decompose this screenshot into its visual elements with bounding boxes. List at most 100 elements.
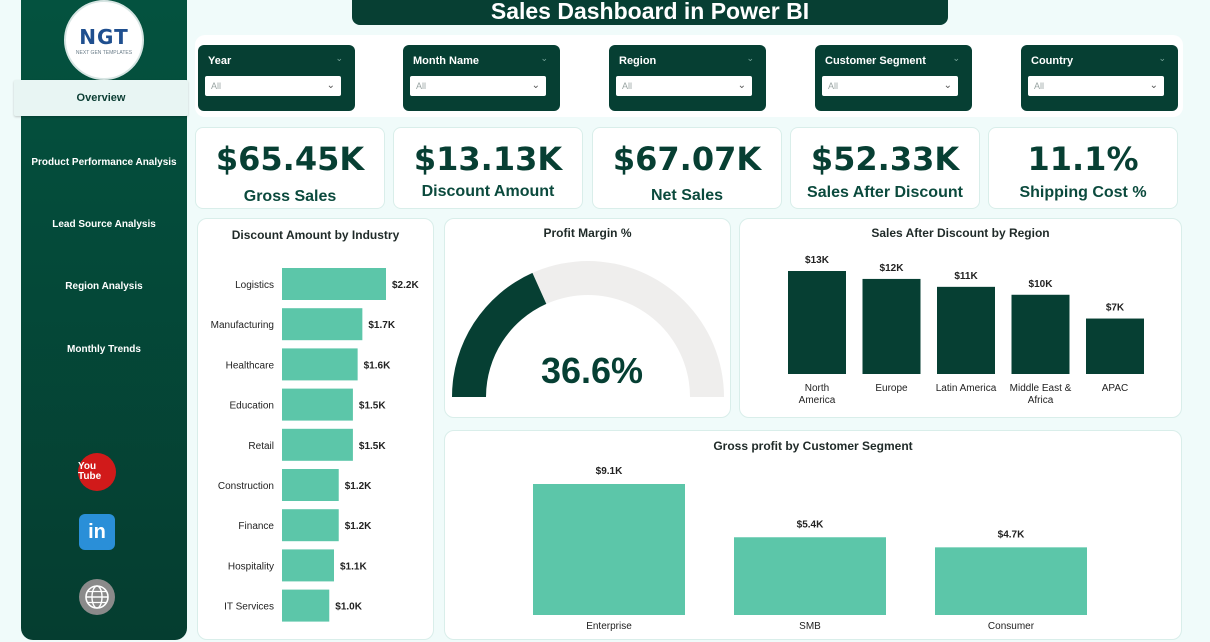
data-label: $1.6K	[364, 360, 391, 371]
bar	[282, 549, 334, 582]
kpi-card-sales-after-discount: $52.33K Sales After Discount	[790, 127, 980, 209]
slicer-label: Month Name	[413, 55, 479, 67]
kpi-value: 11.1%	[1027, 140, 1139, 178]
nav-item-monthly-trends[interactable]: Monthly Trends	[67, 344, 141, 355]
category-label: North	[805, 383, 829, 394]
slicer-year[interactable]: Year ⌄ All ⌄	[198, 45, 355, 111]
chevron-down-icon[interactable]: ⌄	[1158, 53, 1166, 63]
category-label: APAC	[1102, 383, 1129, 394]
youtube-label: You Tube	[78, 461, 102, 482]
linkedin-icon[interactable]: in	[79, 514, 115, 550]
bar	[282, 268, 386, 300]
chart-title: Profit Margin %	[543, 226, 632, 240]
slicer-label: Region	[619, 55, 657, 67]
data-label: $9.1K	[596, 466, 623, 477]
category-label: Africa	[1028, 395, 1054, 406]
category-label: Healthcare	[226, 360, 275, 371]
data-label: $1.7K	[368, 320, 395, 331]
logo-text: NGT	[79, 24, 129, 49]
chevron-down-icon: ⌄	[531, 80, 540, 91]
slicer-value: All	[416, 81, 427, 91]
bar	[282, 589, 330, 622]
gauge-value: 36.6%	[541, 350, 643, 391]
chevron-down-icon[interactable]: ⌄	[540, 53, 548, 63]
slicer-month-name[interactable]: Month Name ⌄ All ⌄	[403, 45, 560, 111]
chevron-down-icon: ⌄	[326, 80, 335, 91]
bar	[1086, 318, 1144, 374]
category-label: Middle East &	[1010, 383, 1072, 394]
kpi-label: Gross Sales	[243, 188, 337, 205]
slicer-customer-segment[interactable]: Customer Segment ⌄ All ⌄	[815, 45, 972, 111]
linkedin-label: in	[88, 520, 106, 543]
panel-discount-by-industry: Discount Amount by Industry Logistics $2.…	[197, 218, 434, 640]
bar	[788, 271, 846, 374]
kpi-value: $52.33K	[810, 140, 960, 178]
data-label: $1.0K	[335, 602, 362, 613]
data-label: $5.4K	[797, 519, 824, 530]
chevron-down-icon[interactable]: ⌄	[746, 53, 754, 63]
slicer-region[interactable]: Region ⌄ All ⌄	[609, 45, 766, 111]
logo: NGT NEXT GEN TEMPLATES	[64, 0, 144, 80]
bar	[862, 278, 921, 374]
slicer-dropdown[interactable]: All ⌄	[616, 76, 752, 96]
category-label: Education	[230, 401, 274, 412]
category-label: Logistics	[235, 280, 274, 291]
slicer-dropdown[interactable]: All ⌄	[1028, 76, 1164, 96]
kpi-card-gross-sales: $65.45K Gross Sales	[195, 127, 385, 209]
kpi-value: $13.13K	[413, 140, 563, 178]
data-label: $1.2K	[345, 521, 372, 532]
chart-title: Gross profit by Customer Segment	[713, 439, 913, 453]
slicer-value: All	[211, 81, 222, 91]
bar	[1011, 294, 1070, 374]
data-label: $2.2K	[392, 280, 419, 291]
gauge-fill	[452, 272, 547, 397]
category-label: Europe	[875, 383, 908, 394]
data-label: $1.5K	[359, 441, 386, 452]
slicer-value: All	[1034, 81, 1045, 91]
data-label: $4.7K	[998, 529, 1025, 540]
youtube-icon[interactable]: You Tube	[78, 453, 116, 491]
category-label: America	[799, 395, 836, 406]
slicer-dropdown[interactable]: All ⌄	[410, 76, 546, 96]
nav-item-overview[interactable]: Overview	[14, 80, 188, 116]
globe-icon[interactable]	[79, 579, 115, 615]
profit-margin-gauge: 36.6%	[452, 261, 724, 397]
nav-item-product-performance[interactable]: Product Performance Analysis	[31, 157, 177, 168]
panel-profit-margin: Profit Margin % 36.6%	[444, 218, 731, 418]
data-label: $7K	[1106, 303, 1125, 314]
category-label: Enterprise	[586, 621, 632, 632]
data-label: $1.5K	[359, 401, 386, 412]
bar	[937, 286, 995, 374]
industry-bar-chart: Logistics $2.2K Manufacturing $1.7K Healthca…	[211, 268, 419, 622]
bar	[282, 388, 353, 421]
chevron-down-icon[interactable]: ⌄	[335, 53, 343, 63]
slicer-label: Year	[208, 55, 232, 67]
slicer-label: Customer Segment	[825, 55, 926, 67]
panel-gross-profit-segment: Gross profit by Customer Segment $9.1K En…	[444, 430, 1182, 640]
slicer-value: All	[828, 81, 839, 91]
kpi-card-shipping-cost: 11.1% Shipping Cost %	[988, 127, 1178, 209]
nav-item-lead-source[interactable]: Lead Source Analysis	[52, 219, 156, 230]
slicer-dropdown[interactable]: All ⌄	[205, 76, 341, 96]
data-label: $1.1K	[340, 561, 367, 572]
bar	[533, 484, 685, 615]
kpi-label: Discount Amount	[421, 183, 555, 200]
segment-bar-chart: $9.1K Enterprise $5.4K SMB $4.7K Consumer	[533, 466, 1087, 632]
globe-glyph	[85, 585, 109, 609]
bar	[282, 348, 358, 381]
bar	[935, 547, 1087, 615]
panel-sales-by-region: Sales After Discount by Region $13K North…	[739, 218, 1182, 418]
category-label: Hospitality	[228, 561, 274, 572]
slicer-country[interactable]: Country ⌄ All ⌄	[1021, 45, 1178, 111]
kpi-card-net-sales: $67.07K Net Sales	[592, 127, 782, 209]
page-title: Sales Dashboard in Power BI	[352, 0, 948, 25]
slicer-dropdown[interactable]: All ⌄	[822, 76, 958, 96]
category-label: Latin America	[936, 383, 997, 394]
nav-item-region-analysis[interactable]: Region Analysis	[65, 281, 143, 292]
category-label: IT Services	[224, 602, 274, 613]
category-label: Finance	[238, 521, 274, 532]
kpi-label: Net Sales	[650, 187, 724, 204]
chevron-down-icon[interactable]: ⌄	[952, 53, 960, 63]
bar	[282, 509, 339, 542]
